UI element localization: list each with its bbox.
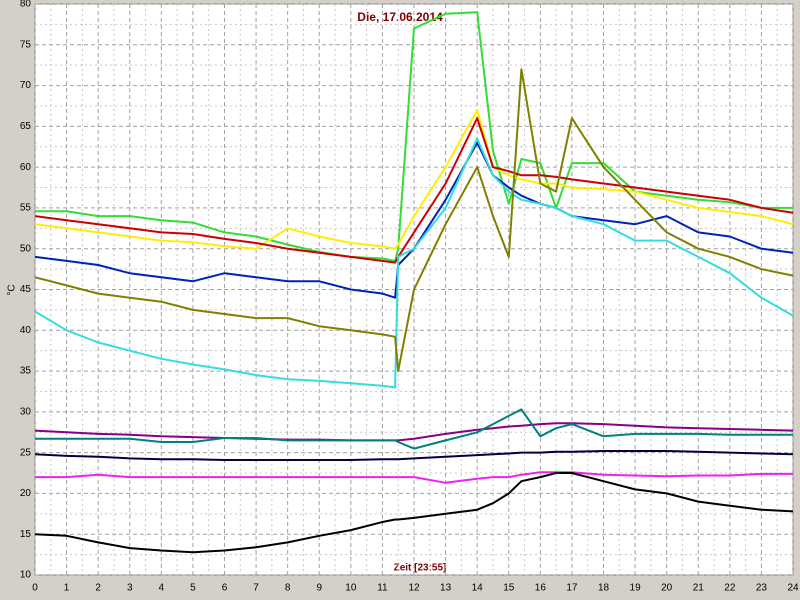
y-tick-label: 40: [20, 325, 32, 336]
x-tick-label: 21: [693, 583, 705, 594]
x-tick-label: 24: [787, 583, 799, 594]
x-tick-label: 16: [535, 583, 547, 594]
data-line: [34, 117, 794, 264]
data-line: [34, 450, 794, 461]
data-line: [34, 472, 794, 554]
x-tick-label: 23: [756, 583, 768, 594]
x-tick-label: 4: [159, 583, 165, 594]
x-tick-label: 19: [630, 583, 642, 594]
x-tick-label: 12: [408, 583, 420, 594]
data-line: [34, 422, 794, 442]
chart-title: Die, 17.06.2014: [357, 10, 443, 24]
y-tick-label: 80: [20, 0, 32, 10]
x-tick-label: 13: [440, 583, 452, 594]
data-line: [35, 408, 793, 450]
data-line: [35, 471, 793, 484]
y-tick-label: 75: [20, 39, 32, 50]
y-tick-label: 20: [20, 488, 32, 499]
y-tick-label: 10: [20, 570, 32, 581]
y-tick-label: 70: [20, 80, 32, 91]
x-tick-label: 14: [472, 583, 484, 594]
y-tick-label: 15: [20, 529, 32, 540]
y-tick-label: 65: [20, 121, 32, 132]
y-tick-label: 30: [20, 406, 32, 417]
x-tick-label: 6: [222, 583, 228, 594]
x-tick-label: 3: [127, 583, 133, 594]
x-tick-label: 10: [345, 583, 357, 594]
data-line: [34, 137, 794, 389]
x-axis-label: Zeit [23:55]: [394, 563, 447, 574]
x-tick-label: 1: [64, 583, 70, 594]
x-tick-label: 15: [503, 583, 515, 594]
x-tick-label: 8: [285, 583, 291, 594]
data-line: [34, 68, 794, 373]
x-tick-label: 5: [190, 583, 196, 594]
data-line: [34, 109, 794, 250]
y-tick-label: 35: [20, 366, 32, 377]
x-tick-label: 17: [566, 583, 578, 594]
x-tick-label: 7: [253, 583, 259, 594]
x-tick-label: 22: [724, 583, 736, 594]
y-tick-label: 55: [20, 203, 32, 214]
x-tick-label: 11: [377, 583, 388, 594]
data-line: [34, 141, 794, 299]
y-tick-label: 50: [20, 243, 32, 254]
y-tick-label: 25: [20, 447, 32, 458]
x-tick-label: 20: [661, 583, 673, 594]
x-tick-label: 9: [316, 583, 322, 594]
y-axis-label: °C: [7, 284, 18, 295]
y-tick-label: 45: [20, 284, 32, 295]
x-tick-label: 0: [32, 583, 38, 594]
x-tick-label: 2: [95, 583, 101, 594]
x-tick-label: 18: [598, 583, 610, 594]
y-tick-label: 60: [20, 162, 32, 173]
